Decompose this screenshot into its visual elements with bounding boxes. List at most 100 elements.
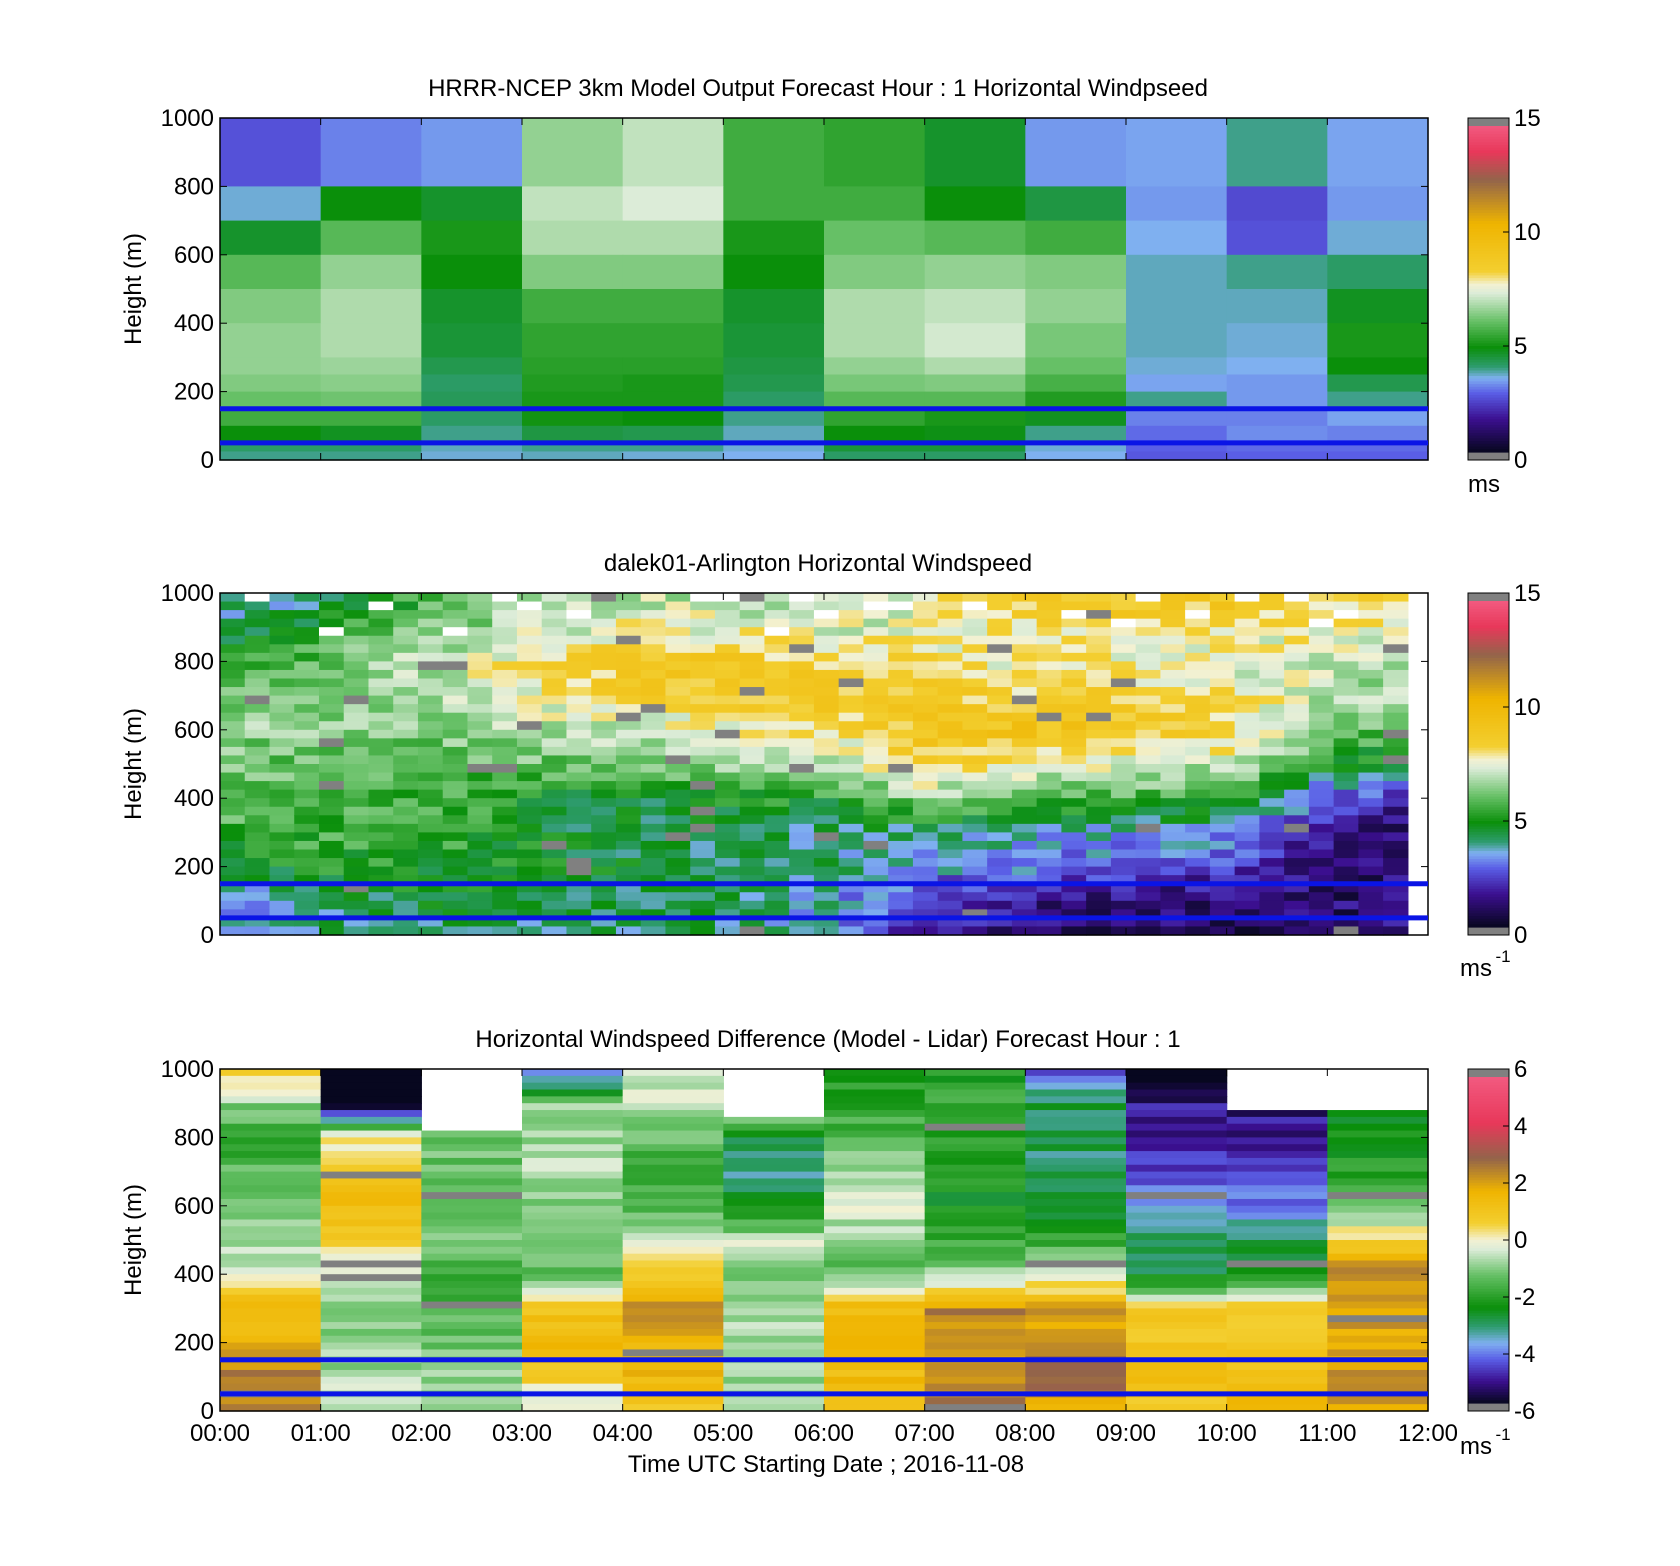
lidar-cell — [244, 627, 271, 637]
lidar-cell — [368, 746, 394, 757]
lidar-cell — [1061, 704, 1087, 714]
difference-cell — [1327, 1130, 1429, 1138]
lidar-cell — [665, 729, 691, 739]
lidar-cell — [1036, 789, 1063, 799]
colorbar-segment — [1468, 907, 1509, 912]
difference-cell — [723, 1185, 825, 1193]
difference-cell — [1226, 1198, 1328, 1207]
lidar-cell — [368, 926, 394, 936]
lidar-cell — [1333, 806, 1359, 816]
colorbar-segment — [1468, 1240, 1509, 1244]
colorbar-segment — [1468, 234, 1509, 238]
lidar-cell — [1160, 755, 1186, 765]
lidar-cell — [1061, 858, 1087, 868]
difference-cell — [824, 1205, 926, 1214]
lidar-cell — [615, 644, 642, 654]
lidar-cell — [640, 866, 667, 876]
lidar-cell — [813, 823, 840, 833]
colorbar-segment — [1468, 728, 1509, 732]
lidar-cell — [789, 883, 815, 893]
difference-cell — [1327, 1315, 1429, 1323]
lidar-cell — [393, 917, 419, 928]
lidar-cell — [393, 849, 419, 859]
difference-cell — [924, 1137, 1026, 1145]
lidar-cell — [244, 764, 271, 774]
lidar-cell — [220, 712, 246, 722]
lidar-cell — [1358, 806, 1384, 816]
lidar-cell — [615, 721, 642, 731]
lidar-cell — [912, 627, 939, 637]
lidar-cell — [714, 721, 741, 731]
lidar-cell — [591, 644, 617, 654]
difference-cell — [421, 1130, 523, 1138]
difference-cell — [1327, 1240, 1429, 1248]
lidar-cell — [863, 652, 889, 662]
lidar-cell — [690, 712, 716, 722]
difference-cell — [924, 1233, 1026, 1241]
lidar-cell — [1160, 875, 1186, 885]
lidar-cell — [269, 635, 295, 645]
colorbar-segment — [1468, 872, 1509, 876]
model-cell — [220, 323, 322, 358]
lidar-cell — [615, 772, 642, 782]
difference-cell — [1126, 1089, 1228, 1097]
lidar-cell — [1383, 644, 1409, 654]
colorbar-segment — [1468, 297, 1509, 301]
difference-cell — [1025, 1151, 1127, 1159]
model-panel-title: HRRR-NCEP 3km Model Output Forecast Hour… — [428, 75, 1208, 102]
lidar-cell — [640, 909, 667, 919]
model-cell — [220, 357, 322, 376]
colorbar-segment — [1468, 240, 1509, 244]
lidar-cell — [244, 618, 271, 628]
colorbar-segment — [1468, 706, 1509, 711]
lidar-cell — [764, 858, 790, 868]
lidar-cell — [343, 729, 370, 739]
lidar-cell — [962, 635, 988, 645]
colorbar-segment — [1468, 359, 1509, 363]
lidar-cell — [789, 687, 815, 697]
lidar-cell — [1135, 875, 1161, 885]
lidar-cell — [962, 858, 988, 868]
lidar-cell — [269, 746, 295, 757]
lidar-cell — [516, 849, 543, 859]
lidar-cell — [1358, 678, 1384, 688]
difference-cell — [824, 1335, 926, 1344]
lidar-cell — [368, 832, 394, 842]
colorbar-segment — [1468, 1147, 1509, 1151]
lidar-cell — [888, 849, 914, 859]
colorbar-segment — [1468, 1291, 1509, 1295]
model-cell — [522, 391, 624, 410]
y-tick-label: 800 — [174, 1124, 214, 1151]
lidar-cell — [1135, 738, 1161, 748]
lidar-cell — [690, 926, 716, 936]
lidar-cell — [1086, 858, 1112, 868]
lidar-cell — [1086, 721, 1112, 731]
model-cell — [220, 220, 322, 256]
colorbar-segment — [1468, 1267, 1509, 1271]
difference-cell — [421, 1281, 523, 1289]
colorbar-segment — [1468, 1354, 1509, 1358]
difference-cell — [824, 1328, 926, 1337]
model-cell — [522, 357, 624, 376]
colorbar-segment — [1468, 1324, 1509, 1328]
model-cell — [824, 289, 926, 324]
lidar-cell — [492, 669, 518, 680]
lidar-cell — [467, 704, 493, 714]
lidar-cell — [442, 781, 469, 791]
lidar-cell — [615, 866, 642, 876]
lidar-cell — [220, 661, 246, 671]
difference-cell — [1226, 1274, 1328, 1282]
lidar-cell — [492, 900, 518, 910]
colorbar-segment — [1468, 891, 1509, 895]
y-tick-label: 200 — [174, 854, 214, 881]
difference-cell — [320, 1233, 422, 1241]
lidar-cell — [566, 764, 592, 774]
lidar-cell — [912, 909, 939, 919]
colorbar-segment — [1468, 321, 1509, 325]
lidar-cell — [467, 849, 493, 859]
lidar-cell — [1135, 652, 1161, 662]
difference-cell — [622, 1226, 724, 1234]
lidar-cell — [863, 806, 889, 816]
lidar-cell — [1036, 866, 1063, 876]
difference-cell — [924, 1110, 1026, 1118]
